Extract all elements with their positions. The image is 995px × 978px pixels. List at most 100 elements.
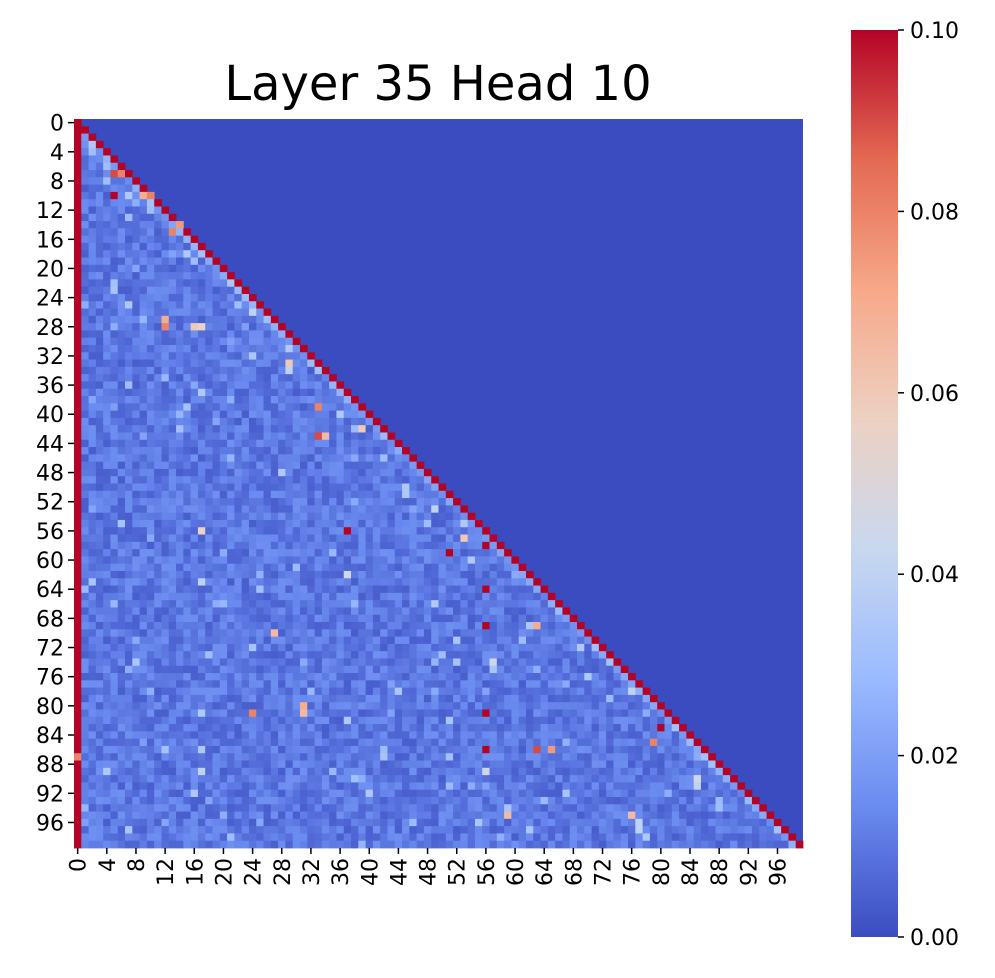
heatmap-cell [307, 476, 315, 484]
heatmap-cell [110, 301, 119, 309]
heatmap-cell [321, 403, 330, 411]
heatmap-cell [292, 694, 301, 703]
heatmap-cell [227, 439, 235, 448]
heatmap-cell [394, 687, 403, 696]
heatmap-cell [292, 709, 301, 718]
heatmap-cell [234, 796, 243, 805]
heatmap-cell [161, 629, 170, 637]
heatmap-cell [139, 709, 148, 718]
heatmap-cell [168, 323, 177, 331]
heatmap-cell [190, 556, 199, 565]
heatmap-cell [146, 585, 155, 594]
heatmap-cell [270, 315, 279, 324]
heatmap-cell [278, 665, 286, 674]
heatmap-cell [103, 826, 111, 834]
heatmap-cell [438, 622, 447, 630]
heatmap-cell [190, 622, 199, 630]
heatmap-cell [387, 527, 396, 535]
heatmap-cell [525, 745, 534, 754]
heatmap-cell [161, 403, 170, 411]
heatmap-cell [533, 687, 541, 696]
heatmap-cell [628, 753, 636, 761]
heatmap-cell [125, 767, 133, 776]
heatmap-cell [431, 556, 439, 565]
heatmap-cell [343, 636, 352, 645]
heatmap-cell [110, 250, 119, 258]
heatmap-cell [234, 585, 243, 594]
heatmap-cell [248, 782, 257, 791]
heatmap-cell [562, 760, 571, 769]
heatmap-cell [146, 826, 155, 834]
heatmap-cell [372, 578, 381, 586]
heatmap-cell [154, 286, 162, 295]
heatmap-cell [125, 724, 133, 732]
heatmap-cell [402, 753, 410, 761]
heatmap-cell [234, 388, 243, 397]
heatmap-cell [358, 643, 366, 652]
heatmap-cell [299, 490, 308, 499]
heatmap-cell [358, 607, 366, 616]
heatmap-cell [205, 680, 213, 689]
heatmap-cell [496, 716, 505, 725]
heatmap-cell [117, 636, 126, 645]
heatmap-cell [241, 359, 250, 368]
heatmap-cell [74, 119, 82, 127]
heatmap-cell [547, 665, 556, 674]
heatmap-cell [416, 519, 425, 528]
heatmap-cell [176, 775, 184, 783]
heatmap-cell [423, 745, 432, 754]
heatmap-cell [365, 789, 374, 798]
heatmap-cell [161, 702, 170, 710]
heatmap-cell [307, 680, 315, 689]
heatmap-cell [81, 629, 89, 637]
heatmap-cell [482, 534, 490, 543]
heatmap-cell [489, 607, 498, 616]
heatmap-cell [292, 417, 301, 426]
heatmap-cell [81, 519, 89, 528]
heatmap-cell [190, 250, 199, 258]
heatmap-cell [504, 563, 512, 572]
heatmap-cell [598, 673, 607, 681]
heatmap-cell [110, 461, 119, 470]
heatmap-cell [584, 745, 592, 754]
heatmap-cell [511, 592, 520, 601]
heatmap-cell [351, 570, 359, 579]
heatmap-cell [95, 782, 104, 791]
heatmap-cell [402, 687, 410, 696]
heatmap-cell [227, 724, 235, 732]
heatmap-cell [431, 519, 439, 528]
heatmap-cell [547, 694, 556, 703]
heatmap-cell [270, 337, 279, 346]
heatmap-cell [351, 731, 359, 740]
heatmap-cell [314, 454, 323, 463]
heatmap-cell [248, 716, 257, 725]
heatmap-cell [409, 651, 418, 659]
heatmap-cell [161, 724, 170, 732]
heatmap-cell [336, 468, 345, 477]
heatmap-cell [351, 767, 359, 776]
heatmap-cell [577, 629, 585, 637]
heatmap-cell [190, 840, 199, 849]
heatmap-cell [518, 760, 527, 769]
heatmap-cell [431, 694, 439, 703]
heatmap-cell [212, 694, 221, 703]
heatmap-cell [263, 578, 272, 586]
heatmap-cell [584, 818, 592, 827]
heatmap-cell [117, 206, 126, 215]
heatmap-cell [423, 687, 432, 696]
heatmap-cell [110, 235, 119, 244]
heatmap-cell [278, 505, 286, 514]
heatmap-cell [649, 782, 658, 791]
heatmap-cell [307, 352, 315, 360]
heatmap-cell [635, 767, 644, 776]
heatmap-cell [380, 818, 388, 827]
heatmap-cell [190, 352, 199, 360]
heatmap-cell [431, 629, 439, 637]
heatmap-cell [125, 775, 133, 783]
heatmap-cell [103, 760, 111, 769]
heatmap-cell [227, 388, 235, 397]
heatmap-cell [402, 782, 410, 791]
heatmap-cell [358, 658, 366, 667]
heatmap-cell [504, 592, 512, 601]
heatmap-cell [110, 476, 119, 484]
